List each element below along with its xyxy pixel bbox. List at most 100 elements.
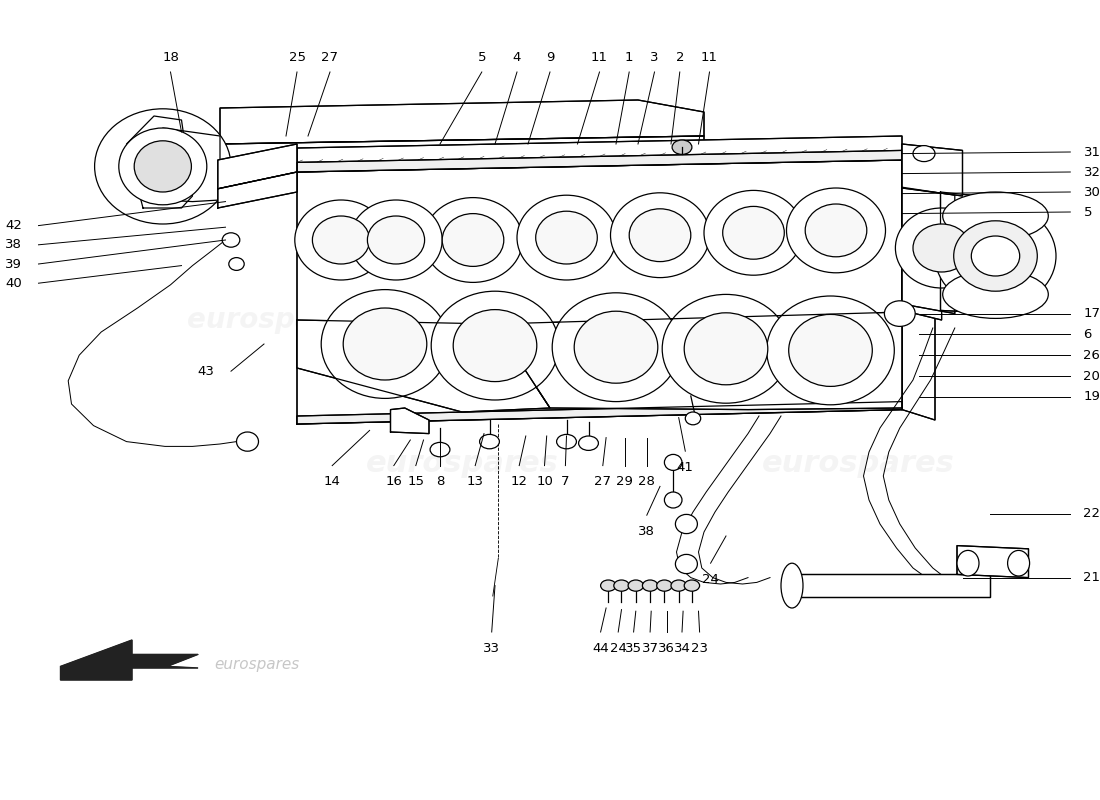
Text: 38: 38	[638, 525, 656, 538]
Polygon shape	[218, 172, 297, 208]
Ellipse shape	[614, 580, 629, 591]
Polygon shape	[495, 312, 902, 410]
Polygon shape	[297, 402, 902, 424]
Ellipse shape	[789, 314, 872, 386]
Text: 3: 3	[650, 51, 659, 64]
Text: 26: 26	[1084, 349, 1100, 362]
Polygon shape	[390, 408, 429, 434]
Ellipse shape	[343, 308, 427, 380]
Polygon shape	[297, 320, 550, 412]
Polygon shape	[163, 128, 220, 202]
Text: eurospares: eurospares	[365, 450, 559, 478]
Ellipse shape	[662, 294, 790, 403]
Text: 36: 36	[658, 642, 675, 654]
Text: 11: 11	[591, 51, 608, 64]
Ellipse shape	[431, 291, 559, 400]
Ellipse shape	[781, 563, 803, 608]
Text: 40: 40	[6, 277, 22, 290]
Ellipse shape	[628, 580, 643, 591]
Ellipse shape	[935, 204, 1056, 308]
Polygon shape	[126, 116, 192, 208]
Text: 24: 24	[702, 573, 719, 586]
Ellipse shape	[671, 580, 686, 591]
Polygon shape	[902, 144, 962, 196]
Ellipse shape	[767, 296, 894, 405]
Text: eurospares: eurospares	[214, 657, 299, 671]
Ellipse shape	[943, 192, 1048, 240]
Ellipse shape	[424, 198, 522, 282]
Polygon shape	[297, 150, 902, 172]
Ellipse shape	[957, 550, 979, 576]
Text: 28: 28	[638, 475, 656, 488]
Text: 27: 27	[321, 51, 339, 64]
Ellipse shape	[704, 190, 803, 275]
Text: 23: 23	[691, 642, 708, 654]
Text: 33: 33	[483, 642, 500, 654]
Text: 4: 4	[513, 51, 521, 64]
Ellipse shape	[367, 216, 425, 264]
Ellipse shape	[675, 554, 697, 574]
Ellipse shape	[229, 258, 244, 270]
Polygon shape	[220, 100, 704, 144]
Ellipse shape	[601, 580, 616, 591]
Ellipse shape	[517, 195, 616, 280]
Ellipse shape	[552, 293, 680, 402]
Ellipse shape	[579, 436, 598, 450]
Ellipse shape	[430, 442, 450, 457]
Ellipse shape	[222, 233, 240, 247]
Polygon shape	[902, 184, 942, 320]
Text: 22: 22	[1084, 507, 1100, 520]
Text: 31: 31	[1084, 146, 1100, 158]
Polygon shape	[297, 160, 902, 424]
Polygon shape	[792, 574, 990, 597]
Ellipse shape	[684, 313, 768, 385]
Text: 35: 35	[625, 642, 642, 654]
Text: 37: 37	[641, 642, 659, 654]
Text: eurospares: eurospares	[761, 450, 955, 478]
Text: 2: 2	[675, 51, 684, 64]
Text: 5: 5	[1084, 206, 1092, 218]
Text: 41: 41	[676, 461, 694, 474]
Ellipse shape	[321, 290, 449, 398]
Text: 9: 9	[546, 51, 554, 64]
Text: 5: 5	[477, 51, 486, 64]
Text: eurospares: eurospares	[187, 306, 363, 334]
Ellipse shape	[675, 514, 697, 534]
Text: 24: 24	[609, 642, 627, 654]
Ellipse shape	[805, 204, 867, 257]
Polygon shape	[957, 546, 1028, 578]
Ellipse shape	[119, 128, 207, 205]
Ellipse shape	[954, 221, 1037, 291]
Ellipse shape	[943, 270, 1048, 318]
Ellipse shape	[685, 412, 701, 425]
Ellipse shape	[442, 214, 504, 266]
Ellipse shape	[786, 188, 886, 273]
Ellipse shape	[557, 434, 576, 449]
Ellipse shape	[610, 193, 710, 278]
Text: eurospares: eurospares	[651, 162, 845, 190]
Text: 6: 6	[1084, 328, 1092, 341]
Text: 34: 34	[673, 642, 691, 654]
Polygon shape	[220, 136, 704, 192]
Ellipse shape	[672, 140, 692, 154]
Ellipse shape	[574, 311, 658, 383]
Text: 25: 25	[288, 51, 306, 64]
Text: 21: 21	[1084, 571, 1100, 584]
Ellipse shape	[236, 432, 258, 451]
Polygon shape	[297, 136, 902, 172]
Ellipse shape	[295, 200, 387, 280]
Ellipse shape	[1008, 550, 1030, 576]
Ellipse shape	[913, 146, 935, 162]
Ellipse shape	[723, 206, 784, 259]
Text: 13: 13	[466, 475, 484, 488]
Polygon shape	[902, 160, 935, 420]
Ellipse shape	[312, 216, 370, 264]
Polygon shape	[218, 144, 297, 189]
Text: 7: 7	[561, 475, 570, 488]
Text: 43: 43	[198, 365, 214, 378]
Text: 14: 14	[323, 475, 341, 488]
Ellipse shape	[884, 301, 915, 326]
Text: 1: 1	[625, 51, 634, 64]
Text: 8: 8	[436, 475, 444, 488]
Polygon shape	[940, 192, 1018, 314]
